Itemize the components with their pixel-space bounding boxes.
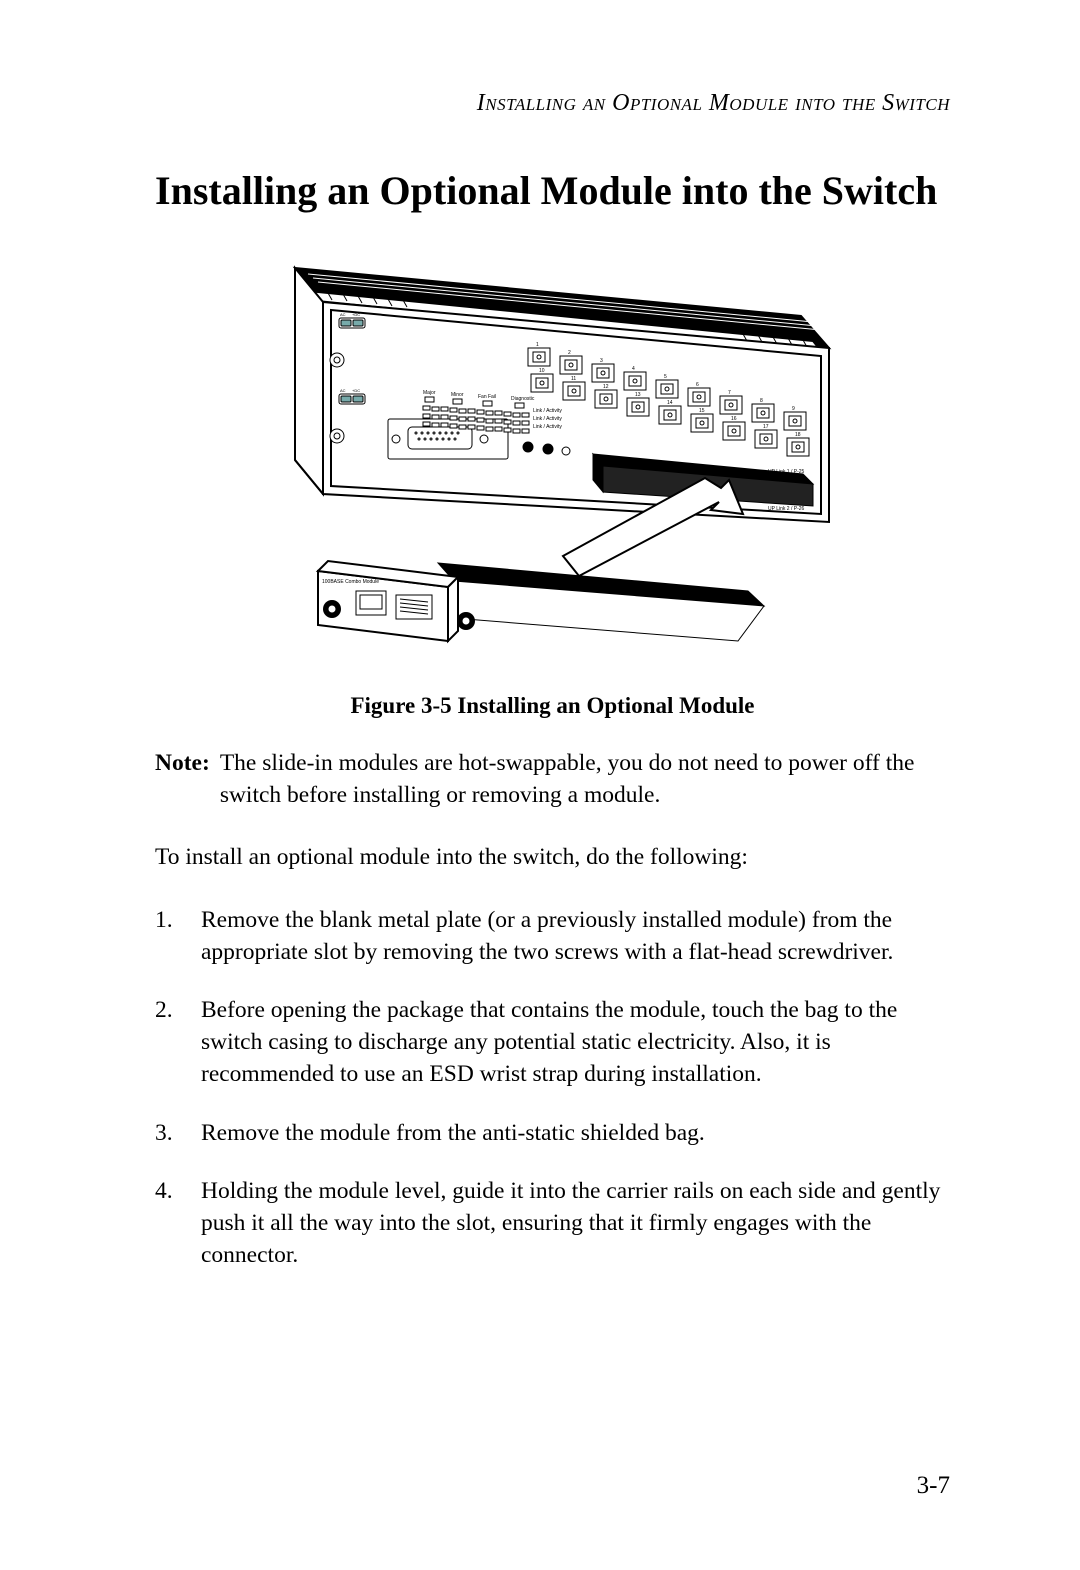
- svg-text:4: 4: [632, 366, 635, 372]
- svg-text:+ Store: + Store: [560, 463, 576, 469]
- svg-text:AC: AC: [340, 312, 346, 317]
- page-title: Installing an Optional Module into the S…: [155, 167, 950, 214]
- svg-text:10: 10: [539, 368, 545, 374]
- svg-text:14: 14: [667, 400, 673, 406]
- svg-text:Minor: Minor: [451, 392, 464, 398]
- svg-text:UP Link 1 / P-25: UP Link 1 / P-25: [768, 469, 805, 475]
- svg-text:AC: AC: [340, 388, 346, 393]
- svg-text:17: 17: [763, 424, 769, 430]
- svg-text:Diagnostic: Diagnostic: [511, 396, 535, 402]
- svg-text:8: 8: [760, 398, 763, 404]
- svg-text:Major: Major: [423, 390, 436, 396]
- step-item: Remove the module from the anti-static s…: [155, 1117, 950, 1149]
- svg-text:Link / Activity: Link / Activity: [533, 424, 562, 430]
- svg-text:15: 15: [699, 408, 705, 414]
- svg-text:9: 9: [792, 406, 795, 412]
- svg-text:18: 18: [795, 432, 801, 438]
- install-steps-list: Remove the blank metal plate (or a previ…: [155, 904, 950, 1272]
- module-install-figure: AC +DC AC +DC: [273, 256, 833, 656]
- svg-text:13: 13: [635, 392, 641, 398]
- svg-text:6: 6: [696, 382, 699, 388]
- running-head: Installing an Optional Module into the S…: [155, 90, 950, 117]
- svg-text:+DC: +DC: [352, 312, 360, 317]
- svg-text:3: 3: [600, 358, 603, 364]
- svg-text:2: 2: [568, 350, 571, 356]
- step-item: Holding the module level, guide it into …: [155, 1175, 950, 1272]
- svg-text:ACO: ACO: [542, 461, 553, 467]
- svg-text:UP Link 2 / P-26: UP Link 2 / P-26: [768, 506, 805, 512]
- svg-text:Link / Activity: Link / Activity: [533, 408, 562, 414]
- svg-text:7: 7: [728, 390, 731, 396]
- svg-text:1: 1: [536, 342, 539, 348]
- svg-text:Link / Activity: Link / Activity: [533, 416, 562, 422]
- figure-wrap: AC +DC AC +DC: [155, 256, 950, 661]
- note-label: Note:: [155, 747, 220, 811]
- note-block: Note: The slide-in modules are hot-swapp…: [155, 747, 950, 811]
- step-item: Remove the blank metal plate (or a previ…: [155, 904, 950, 968]
- svg-text:Reset: Reset: [520, 459, 534, 465]
- note-text: The slide-in modules are hot-swappable, …: [220, 747, 950, 811]
- svg-text:100BASE Combo Module: 100BASE Combo Module: [322, 579, 379, 585]
- document-page: Installing an Optional Module into the S…: [0, 0, 1080, 1570]
- svg-text:+DC: +DC: [352, 388, 360, 393]
- svg-text:16: 16: [731, 416, 737, 422]
- svg-text:Fan Fail: Fan Fail: [478, 394, 496, 400]
- page-number: 3-7: [917, 1472, 950, 1500]
- figure-caption: Figure 3-5 Installing an Optional Module: [155, 693, 950, 719]
- svg-text:5: 5: [664, 374, 667, 380]
- step-item: Before opening the package that contains…: [155, 994, 950, 1091]
- svg-text:12: 12: [603, 384, 609, 390]
- svg-text:11: 11: [571, 376, 576, 382]
- svg-text:Alarm Input & Output: Alarm Input & Output: [414, 463, 461, 469]
- lead-paragraph: To install an optional module into the s…: [155, 841, 950, 873]
